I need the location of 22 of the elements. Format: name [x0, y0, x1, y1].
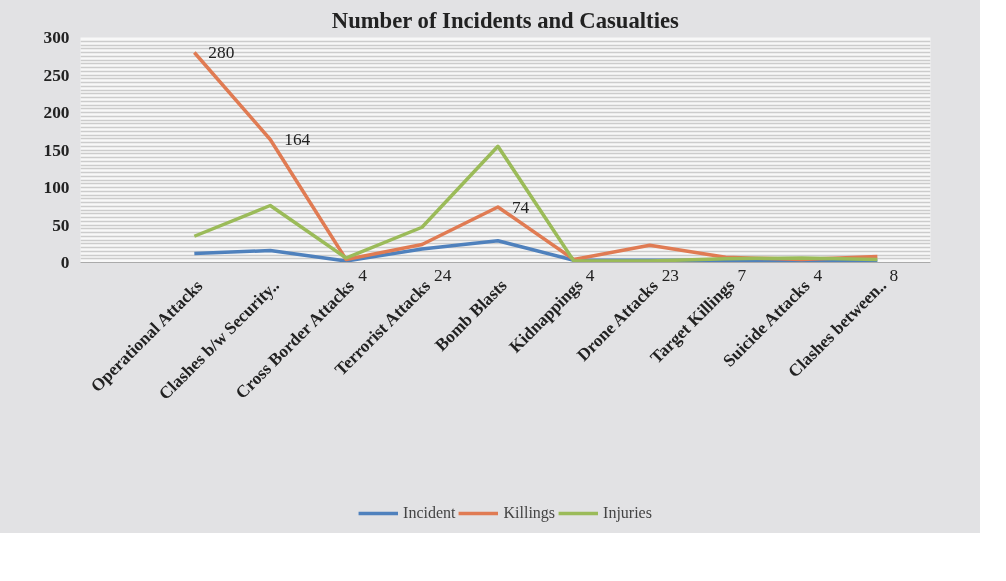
line-series: [192, 144, 880, 263]
data-label: 280: [208, 43, 235, 62]
y-tick-label: 0: [60, 253, 70, 272]
y-tick-label: 50: [52, 215, 70, 235]
data-label: 8: [889, 265, 899, 285]
data-label: 4: [813, 265, 823, 285]
data-label: 4: [585, 265, 595, 285]
y-tick-label: 150: [43, 140, 70, 160]
legend-label: Killings: [503, 504, 556, 522]
data-label: 164: [284, 130, 311, 149]
y-tick-label: 200: [43, 103, 70, 122]
chart-title: Number of Incidents and Casualties: [331, 7, 679, 33]
data-label: 24: [434, 265, 452, 285]
legend-label: Injuries: [603, 504, 652, 522]
data-label: 7: [737, 265, 747, 285]
data-label: 74: [511, 197, 530, 217]
data-label: 23: [661, 265, 680, 285]
y-tick-label: 300: [43, 28, 70, 47]
y-tick-label: 100: [43, 178, 70, 197]
legend-label: Incident: [403, 504, 456, 522]
y-tick-label: 250: [43, 65, 70, 85]
data-label: 4: [358, 265, 368, 285]
